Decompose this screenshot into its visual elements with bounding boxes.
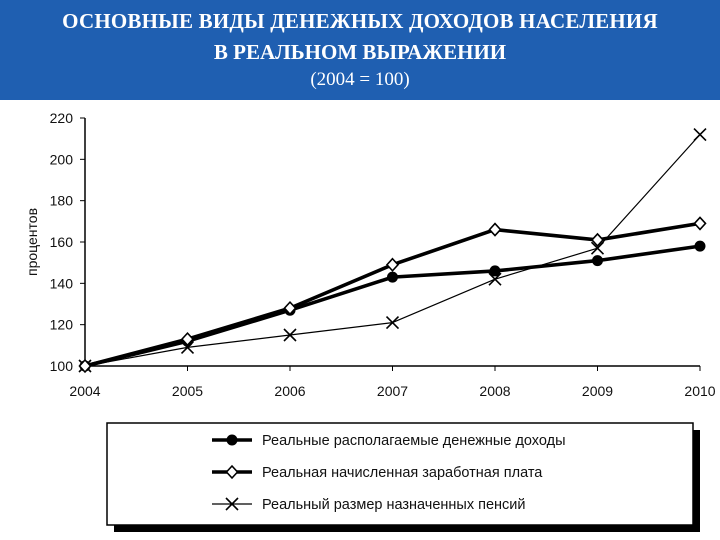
series-line	[84, 134, 701, 367]
series-3	[78, 127, 707, 373]
data-point-circle	[387, 271, 398, 283]
data-point-diamond	[180, 331, 195, 347]
x-tick-label: 2008	[479, 383, 510, 399]
data-point-circle	[592, 255, 603, 267]
data-point-x	[385, 316, 400, 330]
legend-item-2: Реальная начисленная заработная плата	[212, 464, 543, 481]
legend-label: Реальный размер назначенных пенсий	[262, 497, 526, 513]
y-tick-label: 200	[50, 151, 74, 167]
legend-item-3: Реальный размер назначенных пенсий	[212, 497, 526, 513]
data-point-diamond	[385, 257, 400, 272]
legend-marker-diamond	[225, 464, 239, 480]
title-line-2: В РЕАЛЬНОМ ВЫРАЖЕНИИ	[213, 40, 507, 64]
y-tick-label: 100	[50, 358, 74, 374]
chart-axes: 100 120 140 160 180 200 220 2004 2005 2006 2007 200…	[24, 110, 716, 399]
chart-legend: Реальные располагаемые денежные доходы Ре…	[106, 422, 700, 532]
data-point-diamond	[488, 222, 502, 237]
data-point-x	[590, 241, 605, 255]
data-point-x	[283, 328, 297, 342]
legend-box	[106, 422, 694, 526]
data-point-diamond	[283, 300, 297, 316]
x-tick-label: 2006	[274, 383, 305, 399]
data-point-x	[693, 127, 707, 142]
title-line-1: ОСНОВНЫЕ ВИДЫ ДЕНЕЖНЫХ ДОХОДОВ НАСЕЛЕНИЯ	[62, 9, 658, 33]
title-line-3: (2004 = 100)	[310, 69, 410, 90]
y-axis-label: процентов	[24, 208, 40, 276]
x-tick-label: 2009	[582, 383, 613, 399]
slide-header: ОСНОВНЫЕ ВИДЫ ДЕНЕЖНЫХ ДОХОДОВ НАСЕЛЕНИЯ…	[0, 0, 720, 100]
x-tick-label: 2005	[172, 383, 203, 399]
data-point-diamond	[693, 216, 707, 231]
y-tick-label: 220	[50, 110, 74, 126]
data-point-circle	[694, 240, 706, 252]
data-point-diamond	[590, 232, 605, 248]
data-point-diamond	[78, 358, 92, 374]
series-2	[78, 216, 707, 374]
data-point-circle	[489, 265, 501, 277]
y-tick-label: 140	[50, 275, 74, 291]
legend-marker-circle	[226, 434, 238, 446]
legend-marker-x	[225, 497, 239, 511]
x-tick-label: 2010	[684, 383, 715, 399]
legend-label: Реальная начисленная заработная плата	[262, 465, 543, 481]
chart-series	[78, 127, 707, 374]
y-tick-label: 160	[50, 234, 74, 250]
y-tick-label: 180	[50, 193, 74, 209]
y-tick-label: 120	[50, 317, 74, 333]
legend-label: Реальные располагаемые денежные доходы	[262, 433, 566, 449]
x-tick-label: 2007	[377, 383, 408, 399]
x-tick-label: 2004	[69, 383, 100, 399]
data-point-x	[488, 272, 502, 286]
legend-item-1: Реальные располагаемые денежные доходы	[212, 433, 566, 449]
